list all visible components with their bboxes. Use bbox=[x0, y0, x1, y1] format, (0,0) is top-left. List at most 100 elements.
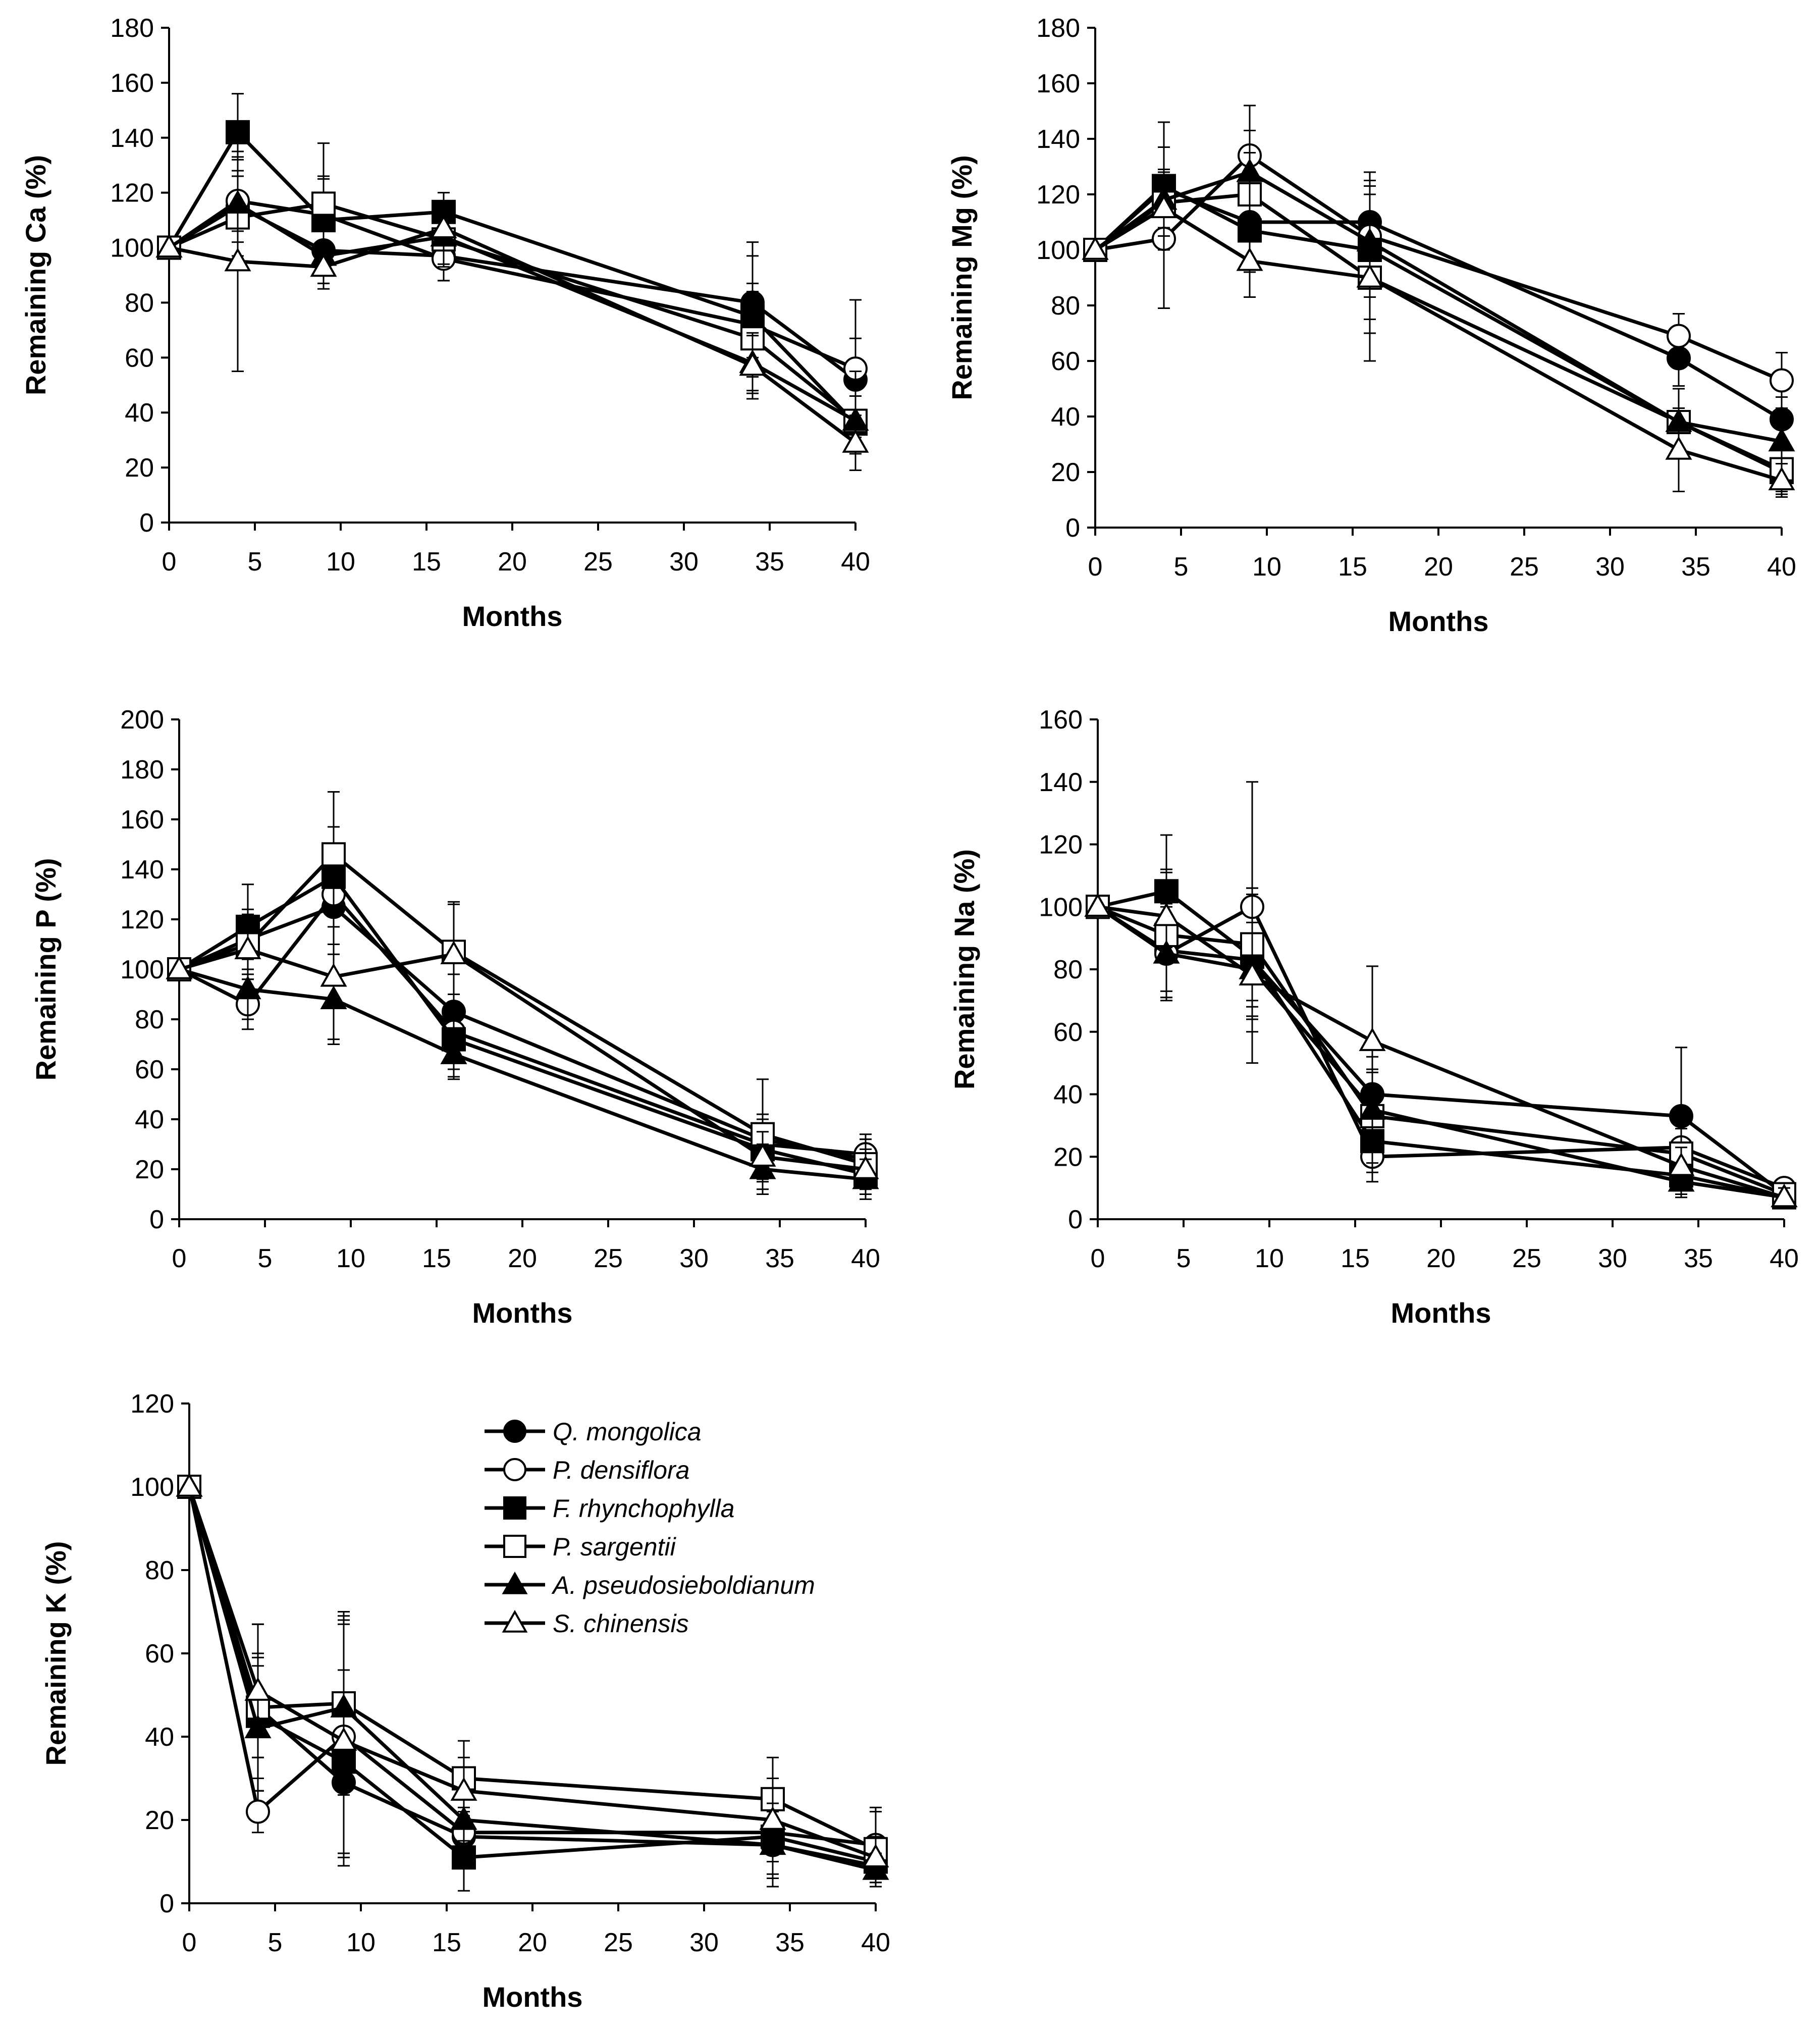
data-point bbox=[1668, 1152, 1695, 1176]
data-point bbox=[862, 1844, 889, 1867]
y-axis-title: Remaining P (%) bbox=[30, 858, 62, 1081]
y-tick-label: 140 bbox=[1039, 768, 1083, 797]
data-point bbox=[1084, 893, 1111, 917]
y-tick-label: 20 bbox=[1051, 458, 1080, 487]
legend-item-s-chinensis: S. chinensis bbox=[485, 1609, 689, 1638]
x-tick-label: 25 bbox=[1512, 1244, 1541, 1273]
data-point bbox=[1153, 902, 1180, 926]
x-tick-label: 35 bbox=[1681, 552, 1710, 582]
data-point bbox=[1768, 428, 1795, 452]
x-tick-label: 30 bbox=[679, 1244, 709, 1273]
y-tick-label: 180 bbox=[110, 14, 154, 43]
legend-label: P. densiflora bbox=[553, 1456, 689, 1484]
data-point bbox=[1236, 247, 1263, 271]
y-tick-label: 0 bbox=[159, 1889, 174, 1918]
legend-label: P. sargentii bbox=[553, 1533, 677, 1561]
x-tick-label: 5 bbox=[258, 1244, 273, 1273]
legend-marker bbox=[503, 1420, 526, 1443]
data-point bbox=[1768, 466, 1795, 491]
legend-label: F. rhynchophylla bbox=[553, 1494, 734, 1523]
data-point bbox=[842, 429, 869, 453]
legend-item-a-pseudosieboldianum: A. pseudosieboldianum bbox=[485, 1571, 815, 1599]
series-line bbox=[187, 1486, 876, 1872]
x-tick-label: 35 bbox=[765, 1244, 794, 1273]
legend-label: S. chinensis bbox=[553, 1609, 689, 1638]
legend-item-f-rhynchophylla: F. rhynchophylla bbox=[485, 1494, 734, 1523]
series-s-chinensis bbox=[1084, 868, 1798, 1208]
x-tick-label: 5 bbox=[248, 547, 262, 577]
x-tick-label: 25 bbox=[594, 1244, 623, 1273]
x-tick-label: 40 bbox=[1767, 552, 1796, 582]
x-tick-label: 25 bbox=[583, 547, 613, 577]
panel-p: 0 20 40 60 80 100 120 140 160 180 200 0 5 10 15 20 25 30 3… bbox=[30, 705, 880, 1329]
x-tick-label: 40 bbox=[851, 1244, 880, 1273]
x-tick-label: 10 bbox=[346, 1928, 376, 1957]
series-line bbox=[187, 1486, 877, 1851]
data-point bbox=[852, 1155, 879, 1179]
data-point bbox=[1667, 324, 1691, 348]
legend-marker bbox=[503, 1535, 526, 1558]
y-tick-label: 140 bbox=[110, 124, 154, 153]
data-point bbox=[1665, 436, 1692, 460]
y-tick-label: 160 bbox=[1036, 69, 1080, 98]
legend-item-p-densiflora: P. densiflora bbox=[485, 1456, 689, 1484]
x-tick-label: 0 bbox=[162, 547, 177, 577]
legend: Q. mongolica P. densiflora F. rhynchophyll… bbox=[485, 1418, 815, 1638]
y-tick-label: 60 bbox=[135, 1055, 164, 1084]
y-tick-label: 120 bbox=[120, 905, 164, 934]
x-tick-label: 35 bbox=[775, 1928, 805, 1957]
x-tick-label: 0 bbox=[172, 1244, 187, 1273]
y-tick-label: 0 bbox=[1068, 1205, 1083, 1234]
y-tick-label: 60 bbox=[125, 343, 154, 373]
series-line bbox=[1097, 905, 1785, 1200]
x-tick-label: 40 bbox=[1770, 1244, 1799, 1273]
y-tick-label: 60 bbox=[145, 1639, 174, 1669]
series-line bbox=[179, 947, 866, 1171]
y-tick-label: 180 bbox=[120, 755, 164, 785]
y-tick-label: 160 bbox=[110, 69, 154, 98]
y-tick-label: 100 bbox=[130, 1473, 174, 1502]
x-axis-title: Months bbox=[472, 1297, 572, 1329]
data-point bbox=[440, 1040, 467, 1064]
x-tick-label: 0 bbox=[1091, 1244, 1105, 1273]
data-point bbox=[450, 1777, 477, 1801]
data-point bbox=[234, 935, 261, 959]
x-axis-title: Months bbox=[462, 600, 562, 632]
y-tick-label: 40 bbox=[1051, 402, 1080, 432]
data-point bbox=[1359, 1027, 1386, 1051]
series-line bbox=[187, 1486, 877, 1859]
y-tick-label: 80 bbox=[135, 1005, 164, 1034]
y-tick-label: 20 bbox=[135, 1155, 164, 1184]
y-tick-label: 40 bbox=[135, 1105, 164, 1134]
y-tick-label: 100 bbox=[1039, 893, 1083, 922]
series-line bbox=[187, 1486, 876, 1863]
x-tick-label: 30 bbox=[669, 547, 699, 577]
data-point bbox=[1082, 236, 1109, 260]
x-tick-label: 30 bbox=[1598, 1244, 1627, 1273]
x-tick-label: 5 bbox=[1174, 552, 1189, 582]
data-point bbox=[1236, 158, 1263, 182]
y-tick-label: 80 bbox=[145, 1556, 174, 1585]
y-tick-label: 20 bbox=[1053, 1142, 1083, 1172]
y-tick-label: 140 bbox=[120, 855, 164, 884]
data-point bbox=[430, 215, 457, 239]
legend-marker bbox=[503, 1458, 526, 1481]
x-tick-label: 20 bbox=[508, 1244, 537, 1273]
data-point bbox=[1239, 962, 1266, 985]
y-tick-label: 40 bbox=[145, 1723, 174, 1752]
y-tick-label: 200 bbox=[120, 705, 164, 735]
x-tick-label: 5 bbox=[268, 1928, 283, 1957]
y-tick-label: 80 bbox=[125, 288, 154, 318]
data-point bbox=[176, 1473, 203, 1497]
x-tick-label: 0 bbox=[1088, 552, 1103, 582]
data-point bbox=[1356, 264, 1383, 288]
y-tick-label: 120 bbox=[1039, 830, 1083, 860]
y-tick-label: 140 bbox=[1036, 125, 1080, 154]
y-tick-label: 80 bbox=[1051, 291, 1080, 321]
y-tick-label: 100 bbox=[1036, 236, 1080, 265]
data-point bbox=[322, 842, 346, 867]
legend-label: Q. mongolica bbox=[553, 1418, 702, 1446]
x-tick-label: 35 bbox=[755, 547, 784, 577]
